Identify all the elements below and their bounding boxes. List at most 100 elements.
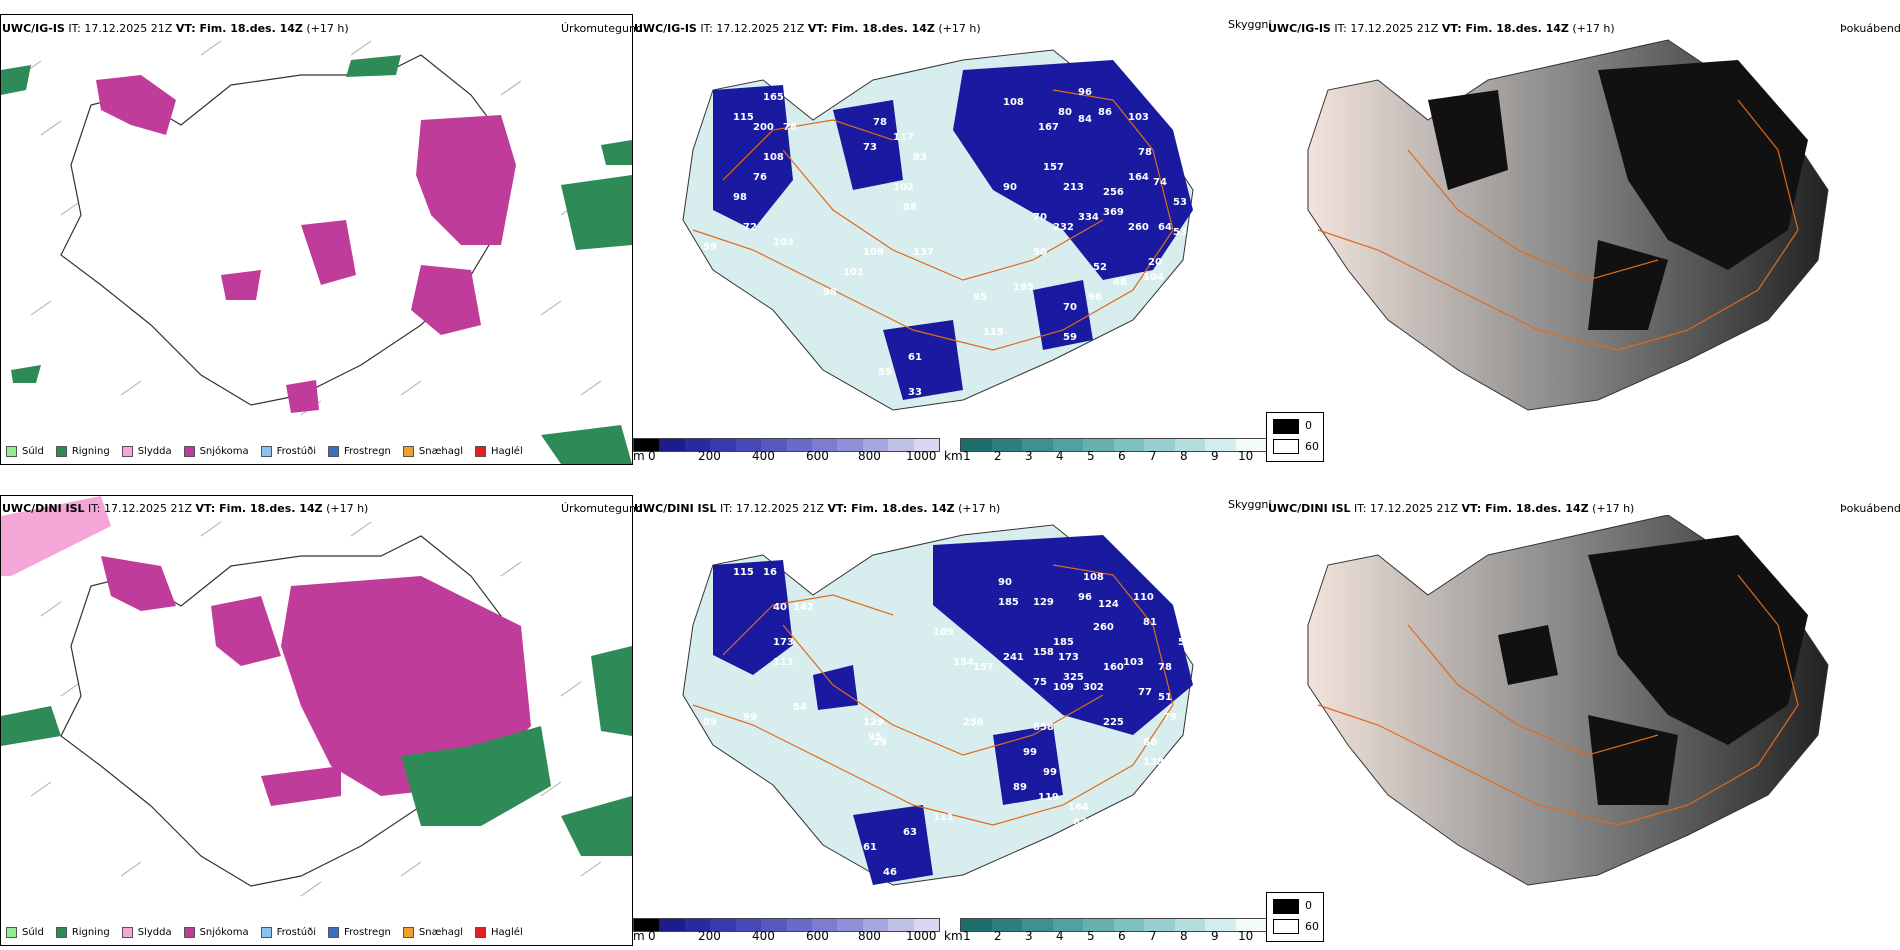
fog-swatch-dark	[1273, 419, 1299, 434]
vis-label: 302	[1083, 682, 1104, 693]
fog-key-high: 0	[1305, 419, 1312, 432]
legend-item: Slydda	[121, 446, 172, 457]
issue-time: IT: 17.12.2025 21Z	[700, 22, 805, 35]
cb-seg	[837, 439, 863, 451]
vis-label: 108	[1003, 97, 1024, 108]
vis-label: 225	[1103, 717, 1124, 728]
legend-swatch	[121, 927, 133, 938]
vis-label: 61	[908, 352, 922, 363]
vis-label: 99	[1043, 767, 1057, 778]
vis-label: 89	[703, 717, 717, 728]
vis-label: 142	[793, 602, 814, 613]
vis-label: 213	[1063, 182, 1084, 193]
vis-label: 117	[893, 132, 914, 143]
vis-label: 63	[1073, 817, 1087, 828]
visibility-labels: 115 16 40 142 173 111 54 99 89 129 95 10…	[703, 567, 1212, 878]
cb-seg	[735, 439, 762, 451]
cb-seg	[991, 439, 1022, 451]
cb-tick: 1000	[906, 449, 937, 463]
vis-label: 70	[1033, 212, 1047, 223]
fog-key-low: 60	[1305, 920, 1319, 933]
vis-label: 84	[1078, 114, 1092, 125]
vis-label: 78	[783, 122, 797, 133]
fog-map-bottom	[1268, 515, 1900, 905]
cb-tick: 600	[806, 929, 829, 943]
fog-swatch-light	[1273, 439, 1299, 454]
legend-label: Snæhagl	[418, 446, 464, 457]
precip-legend-top: Súld Rigning Slydda Snjókoma Frostúði Fr…	[6, 446, 535, 457]
visibility-map-top: 115 165 200 78 108 76 98 72 59 103 73 78…	[633, 30, 1265, 450]
vis-label: 63	[903, 827, 917, 838]
cb-tick: 2	[994, 929, 1002, 943]
vis-label: 111	[933, 812, 954, 823]
vis-label: 16	[763, 567, 777, 578]
cb-seg	[1205, 439, 1236, 451]
vis-label: 138	[1143, 757, 1164, 768]
legend-swatch	[183, 927, 195, 938]
cb-tick: 9	[1211, 449, 1219, 463]
legend-swatch	[475, 927, 487, 938]
vis-label: 104	[1143, 272, 1164, 283]
legend-item: Frostúði	[260, 927, 316, 938]
fog-map-bottom-svg	[1307, 515, 1829, 886]
legend-item: Frostregn	[328, 446, 391, 457]
vis-label: 79	[1163, 712, 1177, 723]
cb-seg	[786, 439, 812, 451]
vis-label: 80	[1058, 107, 1072, 118]
visibility-colorbar-top	[960, 438, 1267, 452]
visibility-labels: 115 165 200 78 108 76 98 72 59 103 73 78…	[703, 87, 1207, 398]
cb-seg	[735, 919, 762, 931]
vis-label: 53	[1173, 197, 1187, 208]
vis-label: 108	[1083, 572, 1104, 583]
valid-time: VT: Fim. 18.des. 14Z	[175, 22, 303, 35]
vis-label: 111	[773, 657, 794, 668]
cb-seg	[1144, 439, 1175, 451]
model-name: UWC/DINI ISL	[1268, 502, 1351, 515]
roads	[1317, 574, 1799, 826]
vis-label: 95	[868, 732, 882, 743]
header-precip-top: UWC/IG-IS IT: 17.12.2025 21Z VT: Fim. 18…	[2, 22, 349, 35]
cb-tick: 4	[1056, 449, 1064, 463]
cb-tick: 1	[963, 449, 971, 463]
vis-label: 46	[883, 867, 897, 878]
vis-label: 59	[1063, 332, 1077, 343]
cb-seg	[888, 439, 914, 451]
legend-swatch	[121, 446, 133, 457]
cb-seg	[837, 919, 863, 931]
cb-tick: 600	[806, 449, 829, 463]
legend-swatch	[6, 446, 17, 457]
fog-map-top-svg	[1307, 39, 1829, 411]
cb-tick: 5	[1087, 929, 1095, 943]
model-name: UWC/IG-IS	[1268, 22, 1331, 35]
lead-time: (+17 h)	[326, 502, 369, 515]
title-fog-top: Þokuábendi	[1840, 22, 1900, 35]
legend-swatch	[328, 927, 339, 938]
cb-seg	[786, 919, 812, 931]
model-name: UWC/DINI ISL	[634, 502, 717, 515]
valid-time: VT: Fim. 18.des. 14Z	[807, 22, 935, 35]
vis-label: 102	[893, 182, 914, 193]
header-visibility-bottom: UWC/DINI ISL IT: 17.12.2025 21Z VT: Fim.…	[634, 502, 1000, 515]
legend-item: Snjókoma	[183, 927, 249, 938]
cb-seg	[710, 439, 736, 451]
fog-swatch-dark	[1273, 899, 1299, 914]
vis-label: 200	[753, 122, 774, 133]
vis-label: 55	[878, 367, 892, 378]
vis-label: 260	[1093, 622, 1114, 633]
legend-swatch	[183, 446, 195, 457]
cb-seg	[1174, 439, 1205, 451]
cb-seg	[1083, 919, 1114, 931]
cb-seg	[1113, 439, 1144, 451]
cb-unit: km	[944, 449, 963, 463]
cb-seg	[761, 919, 787, 931]
vis-label: 79	[1193, 207, 1207, 218]
vis-label: 42	[1198, 652, 1212, 663]
vis-label: 50	[1033, 247, 1047, 258]
cb-seg	[1022, 919, 1053, 931]
legend-label: Rigning	[71, 927, 110, 938]
vis-label: 103	[773, 237, 794, 248]
header-fog-bottom: UWC/DINI ISL IT: 17.12.2025 21Z VT: Fim.…	[1268, 502, 1634, 515]
vis-label: 78	[1158, 662, 1172, 673]
legend-label: Súld	[22, 446, 44, 457]
vis-label: 54	[1178, 637, 1192, 648]
